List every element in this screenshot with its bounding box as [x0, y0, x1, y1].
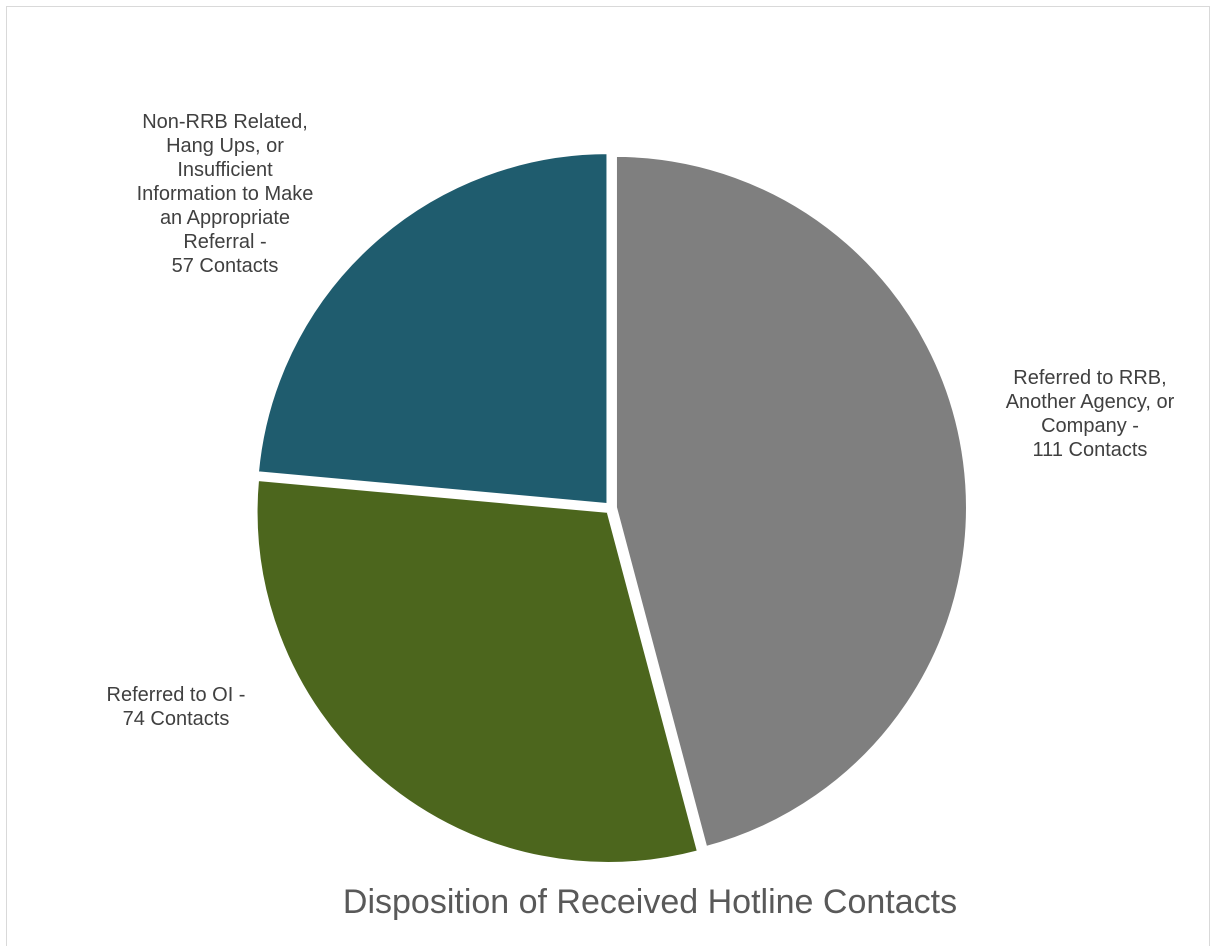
slice-oi — [254, 477, 701, 865]
chart-area — [6, 6, 1210, 946]
slice-label-non-rrb: Non-RRB Related, Hang Ups, or Insufficie… — [136, 111, 314, 277]
slice-label-rrb: Referred to RRB, Another Agency, or Comp… — [1005, 367, 1175, 461]
slice-label-oi: Referred to OI - 74 Contacts — [106, 684, 246, 730]
slice-rrb — [613, 153, 969, 850]
slice-non-rrb — [255, 151, 610, 507]
chart-title: Disposition of Received Hotline Contacts — [342, 883, 958, 921]
